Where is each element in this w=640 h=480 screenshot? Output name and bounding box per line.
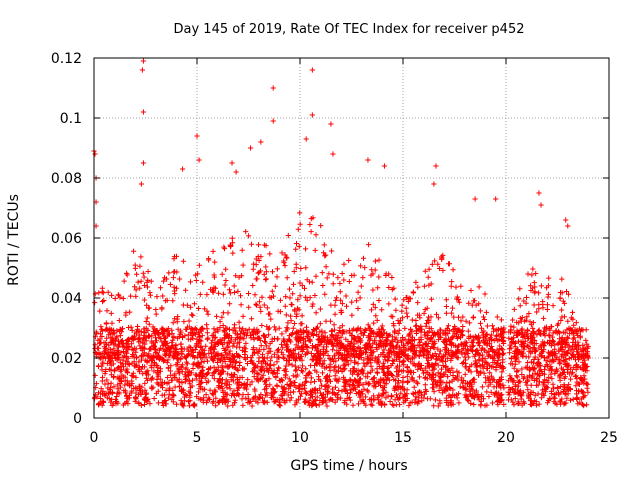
- roti-point: [140, 58, 147, 64]
- x-tick-label: 25: [600, 430, 618, 446]
- data-points: [91, 58, 591, 409]
- y-tick-label: 0.08: [51, 171, 82, 187]
- chart-title: Day 145 of 2019, Rate Of TEC Index for r…: [174, 22, 525, 37]
- roti-point: [536, 190, 542, 196]
- y-tick-label: 0.06: [51, 231, 82, 247]
- y-tick-label: 0.04: [51, 291, 82, 307]
- tick-labels: 0 5 10 15 20 25 0 0.02 0.04 0.06 0.08 0.1 0.12: [51, 51, 618, 446]
- roti-point: [194, 133, 200, 139]
- roti-point: [431, 181, 437, 187]
- x-tick-label: 15: [394, 430, 412, 446]
- roti-point: [433, 163, 439, 169]
- roti-point: [309, 67, 315, 73]
- roti-point: [140, 109, 147, 115]
- roti-point: [328, 121, 334, 127]
- roti-point: [493, 196, 499, 202]
- roti-point: [472, 196, 478, 202]
- y-tick-label: 0.1: [60, 111, 82, 127]
- x-axis-label: GPS time / hours: [290, 458, 407, 474]
- roti-point: [330, 151, 336, 157]
- y-tick-label: 0.02: [51, 351, 82, 367]
- roti-point: [381, 163, 388, 169]
- roti-point: [258, 139, 264, 145]
- y-tick-label: 0.12: [51, 51, 82, 67]
- x-tick-label: 10: [291, 430, 309, 446]
- roti-point: [138, 181, 144, 187]
- roti-point: [563, 217, 569, 223]
- roti-scatter-cloud: [92, 210, 591, 409]
- roti-point: [196, 157, 202, 163]
- axis-ticks: [93, 57, 610, 419]
- roti-point: [270, 118, 276, 124]
- roti-point: [309, 112, 315, 118]
- roti-point: [538, 202, 544, 208]
- y-axis-label: ROTI / TECUs: [6, 194, 22, 286]
- roti-point: [140, 160, 147, 166]
- roti-point: [565, 223, 571, 229]
- roti-point: [247, 145, 254, 151]
- roti-point: [270, 85, 276, 91]
- roti-point: [365, 157, 371, 163]
- x-tick-label: 20: [497, 430, 515, 446]
- roti-point: [233, 169, 239, 175]
- x-tick-label: 0: [90, 430, 99, 446]
- y-tick-label: 0: [73, 411, 82, 427]
- roti-point: [92, 151, 98, 157]
- roti-point: [179, 166, 186, 172]
- roti-point: [139, 67, 146, 73]
- roti-point: [303, 136, 309, 142]
- x-tick-label: 5: [193, 430, 202, 446]
- roti-point: [229, 160, 235, 166]
